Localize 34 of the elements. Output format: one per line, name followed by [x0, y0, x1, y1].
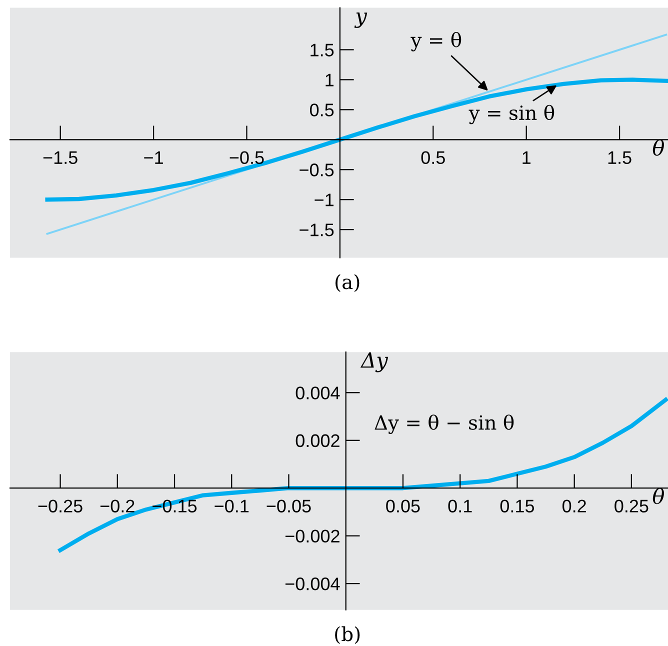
text: (a) — [336, 274, 360, 292]
y-tick-label: −0.002 — [285, 530, 340, 543]
y-tick-label: 1 — [326, 74, 334, 86]
x-tick-label: −0.2 — [100, 500, 134, 512]
x-tick-label: 1 — [522, 151, 530, 164]
y-tick-label: 0.004 — [296, 386, 340, 400]
y-tick-label: −1 — [314, 194, 334, 206]
x-tick-label: 0.1 — [448, 500, 472, 512]
y-tick-label: −1.5 — [300, 224, 334, 236]
x-axis-title: θ — [652, 139, 664, 156]
x-tick-label: −0.05 — [266, 500, 311, 512]
annotation: Δy = θ − sin θ — [374, 414, 514, 434]
annotation: y = sin θ — [468, 104, 554, 124]
x-tick-label: −0.1 — [214, 500, 249, 512]
x-tick-label: −0.5 — [230, 151, 264, 164]
x-tick-label: −1 — [144, 151, 163, 164]
x-tick-label: −0.25 — [38, 500, 82, 512]
y-tick-label: 1.5 — [310, 44, 334, 56]
x-tick-label: 1.5 — [608, 151, 632, 164]
y-tick-label: 0.002 — [296, 434, 340, 448]
x-tick-label: 0.2 — [562, 500, 586, 512]
x-tick-label: −1.5 — [43, 151, 78, 164]
y-tick-label: −0.004 — [285, 578, 340, 590]
x-tick-label: 0.05 — [386, 500, 420, 512]
x-tick-label: 0.15 — [500, 500, 534, 512]
x-tick-label: 0.25 — [614, 500, 648, 512]
y-axis-title: y — [354, 12, 368, 28]
y-axis-title: Δy — [360, 352, 388, 372]
y-tick-label: −0.5 — [300, 164, 334, 176]
annotation: y = θ — [410, 32, 462, 52]
text: (b) — [335, 626, 360, 644]
x-axis-title: θ — [652, 488, 664, 504]
x-tick-label: 0.5 — [421, 151, 445, 164]
y-tick-label: 0.5 — [310, 104, 334, 116]
